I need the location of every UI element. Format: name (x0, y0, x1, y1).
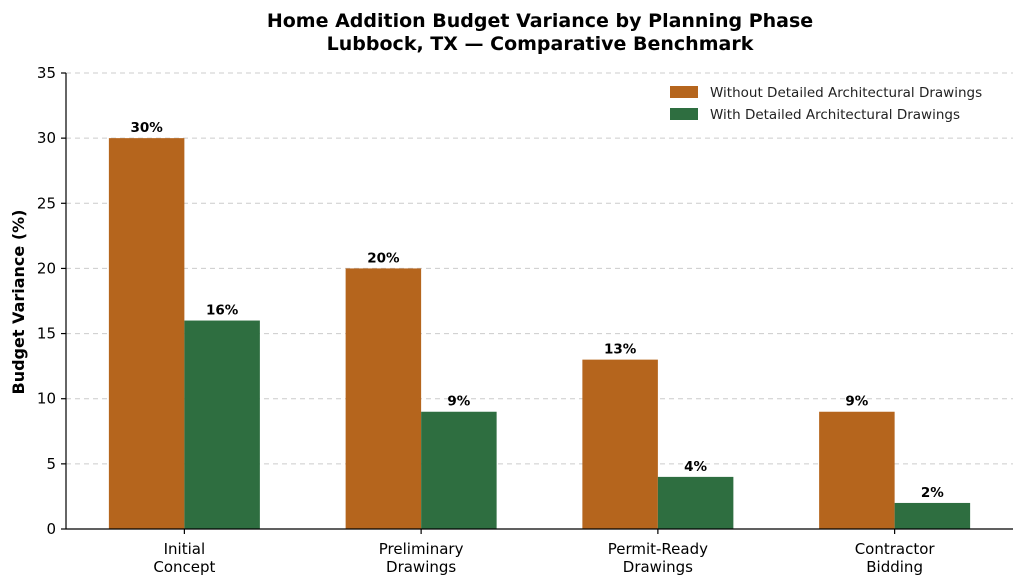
legend-label: With Detailed Architectural Drawings (710, 107, 960, 123)
legend-swatch (670, 86, 698, 98)
legend-swatch (670, 108, 698, 120)
data-label: 4% (684, 459, 707, 475)
data-label: 20% (367, 250, 400, 266)
y-tick-label: 35 (37, 64, 56, 82)
chart-subtitle: Lubbock, TX — Comparative Benchmark (327, 33, 754, 55)
chart-title: Home Addition Budget Variance by Plannin… (267, 10, 813, 32)
data-label: 9% (447, 394, 470, 410)
bars (108, 138, 971, 529)
x-tick-label: Contractor Bidding (855, 540, 936, 576)
y-tick-label: 10 (37, 390, 56, 408)
data-label: 16% (206, 303, 239, 319)
x-tick-label: Permit-Ready Drawings (608, 540, 708, 576)
data-label: 9% (845, 394, 868, 410)
data-label: 2% (921, 485, 944, 501)
x-tick-labels: Initial Concept Preliminary Drawings Permit-… (153, 529, 935, 576)
y-axis-label: Budget Variance (%) (9, 210, 28, 395)
data-label: 30% (130, 120, 163, 136)
y-tick-label: 0 (46, 520, 56, 538)
legend-label: Without Detailed Architectural Drawings (710, 85, 982, 101)
bar-without-drawings (582, 359, 658, 529)
y-tick-labels: 0 5 10 15 20 25 30 35 (37, 64, 66, 538)
bar-with-drawings (184, 320, 260, 529)
x-tick-label: Preliminary Drawings (379, 540, 464, 576)
bar-without-drawings (345, 268, 422, 529)
bar-without-drawings (108, 138, 185, 529)
legend: Without Detailed Architectural Drawings W… (670, 85, 982, 123)
data-label: 13% (604, 342, 637, 358)
bar-without-drawings (819, 411, 895, 529)
x-tick-label: Initial Concept (153, 540, 215, 576)
bar-with-drawings (657, 476, 734, 529)
y-tick-label: 30 (37, 129, 56, 147)
y-tick-label: 25 (37, 194, 56, 212)
y-tick-label: 5 (46, 455, 56, 473)
data-labels: 30% 16% 20% 9% 13% 4% 9% 2% (130, 120, 944, 501)
y-tick-label: 15 (37, 325, 56, 343)
axes (65, 73, 1013, 530)
bar-with-drawings (894, 502, 971, 529)
y-tick-label: 20 (37, 259, 56, 277)
bar-with-drawings (421, 411, 497, 529)
